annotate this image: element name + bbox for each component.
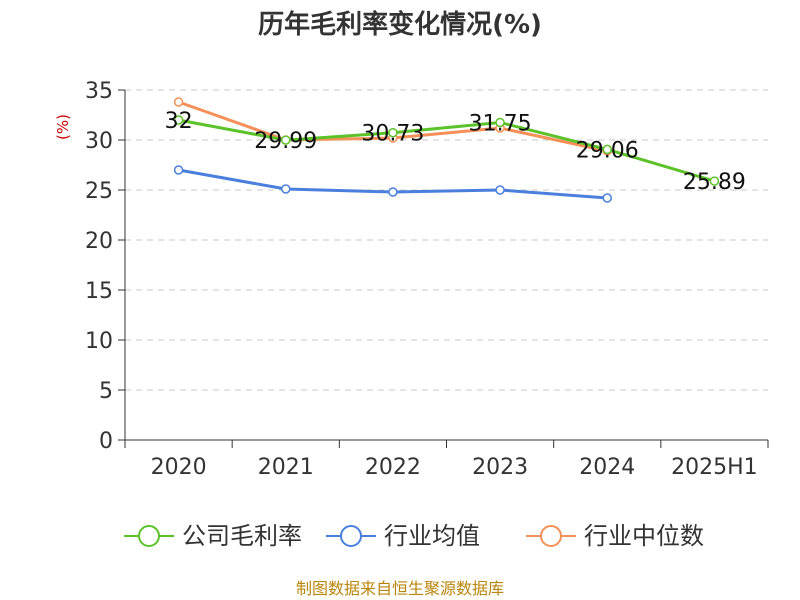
series-line [178,118,715,183]
x-tick-label: 2021 [258,455,314,480]
data-point[interactable] [495,117,505,128]
data-point[interactable] [173,115,184,125]
x-tick-label: 2022 [365,455,421,480]
data-labels: 32 29.99 30.73 31.75 29.06 25.89 [165,109,746,195]
chart-title: 历年毛利率变化情况(%) [258,9,542,40]
series-0 [173,115,720,186]
data-label: 30.73 [361,122,424,147]
y-tick-label: 25 [85,179,113,204]
data-point[interactable] [173,97,184,107]
legend-marker [540,525,562,547]
data-point[interactable] [281,135,291,145]
legend-label: 行业均值 [384,522,480,550]
x-tick-label: 2025H1 [671,455,758,480]
legend-label: 行业中位数 [584,522,704,550]
y-tick-label: 15 [85,279,113,304]
data-label: 32 [165,109,193,134]
legend-marker [138,525,160,547]
series-1 [173,165,612,203]
y-tick-label: 5 [99,379,113,404]
gridlines [125,89,768,391]
data-label: 29.06 [576,138,639,163]
legend-item[interactable]: 公司毛利率 [124,522,302,550]
data-point[interactable] [173,165,184,175]
legend-marker [340,525,362,547]
series-lines [173,97,720,203]
data-point[interactable] [495,185,505,195]
data-point[interactable] [281,184,291,194]
y-tick-label: 20 [85,229,113,254]
legend-item[interactable]: 行业中位数 [526,522,704,550]
legend-item[interactable]: 行业均值 [326,522,480,550]
data-point[interactable] [602,193,612,203]
data-point[interactable] [388,127,398,138]
y-tick-label: 35 [85,79,113,104]
y-tick-label: 0 [99,429,113,454]
x-tick-label: 2023 [472,455,528,480]
data-label: 29.99 [254,129,317,154]
x-tick-label: 2024 [579,455,635,480]
y-axis-label: (%) [54,114,72,140]
data-point[interactable] [709,176,720,186]
x-tick-label: 2020 [151,455,207,480]
data-point[interactable] [602,144,612,155]
legend[interactable]: 公司毛利率 行业均值 行业中位数 [124,522,704,550]
data-point[interactable] [388,187,398,197]
y-tick-label: 30 [85,129,113,154]
axes: 0 5 10 15 20 25 30 35 2020 2021 2022 2023 2024 2025H1 [85,79,769,480]
legend-label: 公司毛利率 [182,522,302,550]
data-label: 25.89 [683,170,746,195]
data-label: 31.75 [469,112,532,137]
y-tick-label: 10 [85,329,113,354]
source-note: 制图数据来自恒生聚源数据库 [296,579,504,598]
